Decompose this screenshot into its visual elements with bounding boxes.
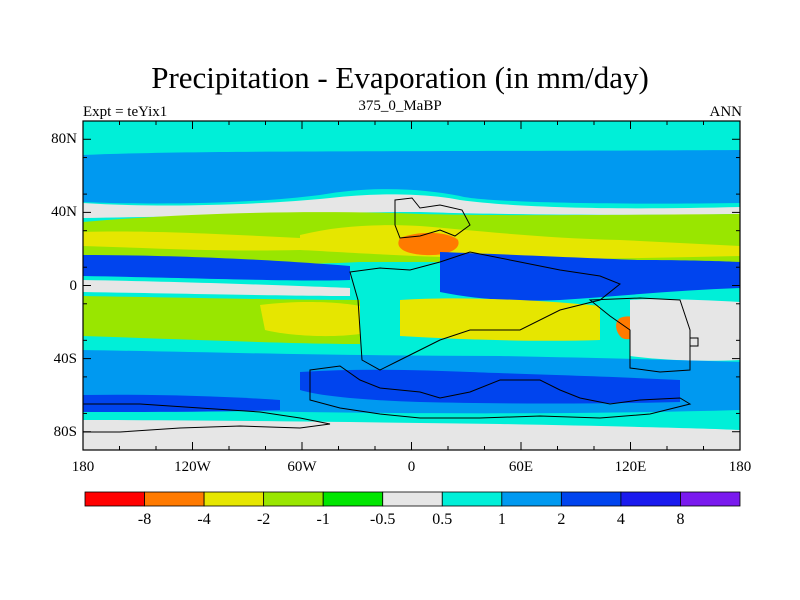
colorbar-box [441,491,503,507]
land-outline-island [689,337,699,347]
longitude-tick-label: 60E [508,459,534,475]
longitude-tick-label: 120W [174,459,211,475]
colorbar-label: 0.5 [432,511,453,528]
latitude-tick-label: 80N [51,131,77,148]
contour-band-equatorial-wet [83,255,350,281]
contour-band-south-wet [300,369,680,404]
colorbar-label: -2 [256,511,271,528]
colorbar-box [680,491,741,507]
longitude-tick-label: 0 [407,459,416,475]
contour-band-south-east-yellow [400,298,600,341]
land-outline-east-block [588,297,691,373]
longitude-tick-label: 180 [71,459,95,475]
colorbar-box [560,491,622,507]
contour-field [83,121,740,450]
colorbar-box [501,491,562,507]
land-outlines [83,197,699,433]
colorbar-label: -4 [197,511,211,528]
contour-band-mid-yellow [83,231,300,251]
longitude-tick-label: 180 [728,459,752,475]
latitude-tick-label: 80S [53,423,77,440]
season-label: ANN [709,104,743,120]
colorbar-box [322,491,384,507]
axis-ticks [82,120,741,451]
colorbar-label: 1 [497,511,506,528]
latitude-tick-label: 40N [51,204,77,221]
colorbar-box [84,491,145,507]
longitude-tick-label: 120E [614,459,647,475]
colorbar-box [382,491,443,507]
contour-band-antarctic-gray [83,420,740,450]
land-outline-south [309,365,692,419]
longitude-tick-label: 60W [287,459,317,475]
colorbar-label: -1 [316,511,330,528]
map-subtitle: 375_0_MaBP [358,98,442,114]
land-outline-north [394,197,471,239]
colorbar-label: 4 [616,511,625,528]
latitude-tick-label: 0 [69,277,78,294]
map-title: Precipitation - Evaporation (in mm/day) [151,60,649,95]
colorbar-label: -0.5 [370,511,396,528]
contour-band-south-gray-east [630,299,740,361]
colorbar-label: 8 [676,511,685,528]
contour-band-south-wet-west [83,394,280,412]
land-outline-main-continent [349,251,621,371]
contour-band-south-yellow [260,302,360,337]
colorbar-box [144,491,205,507]
colorbar-label: 2 [557,511,566,528]
colorbar-box [620,491,681,507]
contour-band-equatorial-gray [83,280,350,296]
contour-band-north-storm-track [83,150,740,204]
contour-band-equatorial-wet-east [440,252,740,301]
latitude-tick-label: 40S [53,350,77,367]
contour-band-north-gray [83,194,740,218]
experiment-label: Expt = teYix1 [83,104,168,120]
colorbar-box [263,491,324,507]
contour-band-orange-north [398,232,459,256]
colorbar-box [203,491,265,507]
land-outline-antarctic [83,403,331,433]
colorbar-label: -8 [137,511,152,528]
colorbar-boxes [84,491,741,507]
